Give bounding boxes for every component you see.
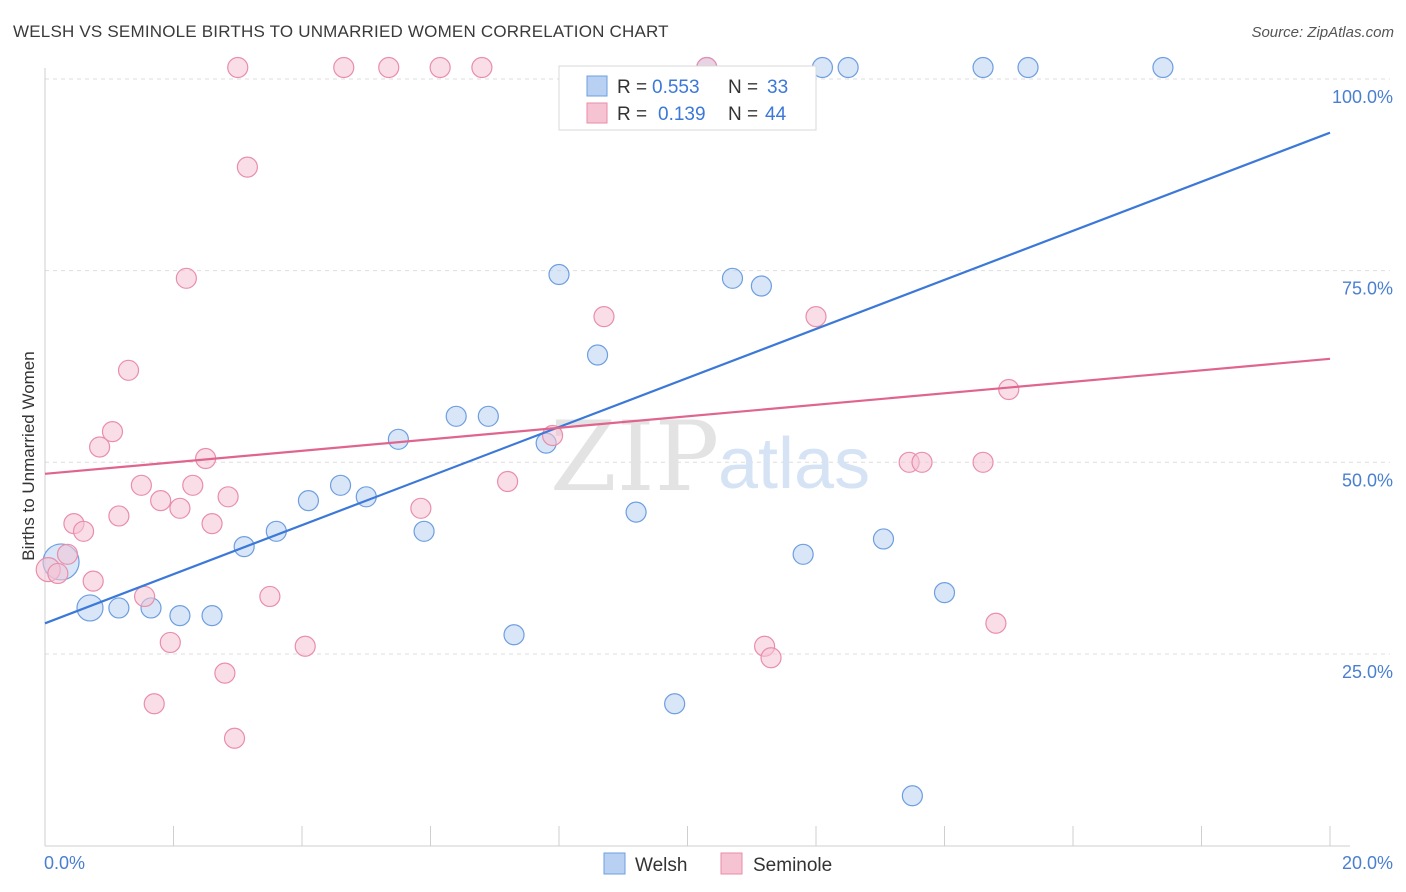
point-welsh — [901, 785, 923, 807]
legend-n-label-seminole: N = — [728, 104, 758, 125]
point-seminole — [410, 497, 432, 519]
point-welsh — [108, 597, 130, 619]
bottom-legend-label-seminole: Seminole — [753, 855, 832, 876]
point-welsh — [792, 543, 814, 565]
point-welsh — [586, 344, 609, 366]
bottom-legend-swatch-seminole — [720, 852, 743, 875]
point-seminole — [175, 267, 197, 289]
axes — [44, 68, 1350, 847]
point-welsh — [664, 693, 686, 715]
point-seminole — [214, 662, 236, 684]
point-welsh — [750, 275, 772, 297]
x-tick-label: 20.0% — [1342, 853, 1393, 873]
legend-box: R = 0.553 N = 33 R = 0.139 N = 44 — [558, 65, 817, 131]
legend-swatch-welsh — [586, 75, 608, 97]
watermark: ZIP atlas — [550, 401, 870, 513]
point-seminole — [117, 359, 140, 381]
point-seminole — [429, 56, 451, 79]
point-seminole — [72, 520, 95, 542]
point-welsh — [872, 528, 895, 550]
source-credit: Source: ZipAtlas.com — [1251, 24, 1394, 41]
point-welsh — [625, 501, 647, 523]
chart-title: WELSH VS SEMINOLE BIRTHS TO UNMARRIED WO… — [13, 22, 669, 41]
y-axis-label: Births to Unmarried Women — [19, 351, 38, 560]
point-seminole — [805, 306, 827, 328]
point-seminole — [294, 635, 316, 657]
point-seminole — [108, 505, 130, 527]
point-seminole — [593, 306, 615, 328]
y-tick-label: 25.0% — [1342, 662, 1393, 682]
point-seminole — [497, 470, 519, 493]
point-welsh — [169, 605, 191, 627]
legend-r-label-welsh: R = — [617, 77, 647, 98]
bottom-legend-label-welsh: Welsh — [635, 855, 687, 876]
bottom-legend: Welsh Seminole — [603, 852, 832, 876]
point-seminole — [133, 585, 156, 608]
point-seminole — [972, 451, 994, 473]
y-tick-label: 75.0% — [1342, 279, 1393, 299]
point-welsh — [297, 490, 320, 512]
watermark-atlas: atlas — [718, 424, 870, 504]
point-welsh — [76, 594, 104, 622]
point-seminole — [333, 56, 355, 79]
point-seminole — [223, 727, 246, 749]
point-seminole — [227, 56, 249, 79]
point-welsh — [837, 56, 859, 79]
point-seminole — [143, 693, 165, 715]
point-seminole — [259, 585, 281, 608]
legend-r-value-seminole: 0.139 — [658, 104, 706, 125]
point-seminole — [56, 543, 79, 565]
point-seminole — [130, 474, 152, 496]
point-welsh — [329, 474, 352, 496]
point-welsh — [1017, 56, 1039, 79]
legend-swatch-seminole — [586, 102, 608, 124]
y-tick-label: 50.0% — [1342, 470, 1393, 490]
legend-n-value-welsh: 33 — [767, 77, 788, 98]
data-points — [35, 56, 1174, 807]
legend-n-value-seminole: 44 — [765, 104, 787, 125]
point-seminole — [998, 378, 1020, 401]
y-tick-label: 100.0% — [1332, 87, 1393, 107]
point-seminole — [471, 56, 493, 79]
legend-r-value-welsh: 0.553 — [652, 77, 700, 98]
point-seminole — [159, 631, 181, 654]
trend-lines — [44, 131, 1331, 625]
grid-lines — [45, 78, 1390, 655]
point-seminole — [217, 486, 239, 508]
point-seminole — [150, 490, 172, 512]
point-welsh — [972, 56, 994, 79]
point-seminole — [911, 451, 933, 473]
legend-n-label-welsh: N = — [728, 77, 758, 98]
point-seminole — [89, 436, 111, 458]
point-seminole — [182, 474, 204, 496]
point-welsh — [413, 520, 435, 542]
trend-line-welsh — [44, 131, 1331, 625]
point-seminole — [760, 647, 782, 669]
point-welsh — [477, 405, 499, 427]
x-tick-label: 0.0% — [44, 853, 85, 873]
point-seminole — [47, 562, 69, 585]
point-welsh — [1152, 56, 1174, 79]
point-welsh — [445, 405, 467, 427]
legend-r-label-seminole: R = — [617, 104, 647, 125]
point-seminole — [101, 421, 124, 443]
point-welsh — [387, 428, 409, 450]
point-seminole — [169, 497, 191, 519]
watermark-zip: ZIP — [550, 401, 719, 513]
point-welsh — [503, 624, 525, 646]
point-welsh — [548, 263, 570, 286]
point-welsh — [721, 267, 744, 289]
point-welsh — [933, 582, 956, 604]
point-seminole — [201, 513, 223, 535]
point-seminole — [985, 612, 1007, 634]
trend-line-seminole — [44, 357, 1331, 475]
bottom-legend-swatch-welsh — [603, 852, 626, 875]
point-seminole — [82, 570, 104, 592]
point-welsh — [201, 605, 223, 627]
point-seminole — [378, 56, 400, 79]
point-seminole — [236, 156, 258, 178]
tick-labels: 25.0% 50.0% 75.0% 100.0% 0.0% 20.0% — [44, 87, 1393, 873]
